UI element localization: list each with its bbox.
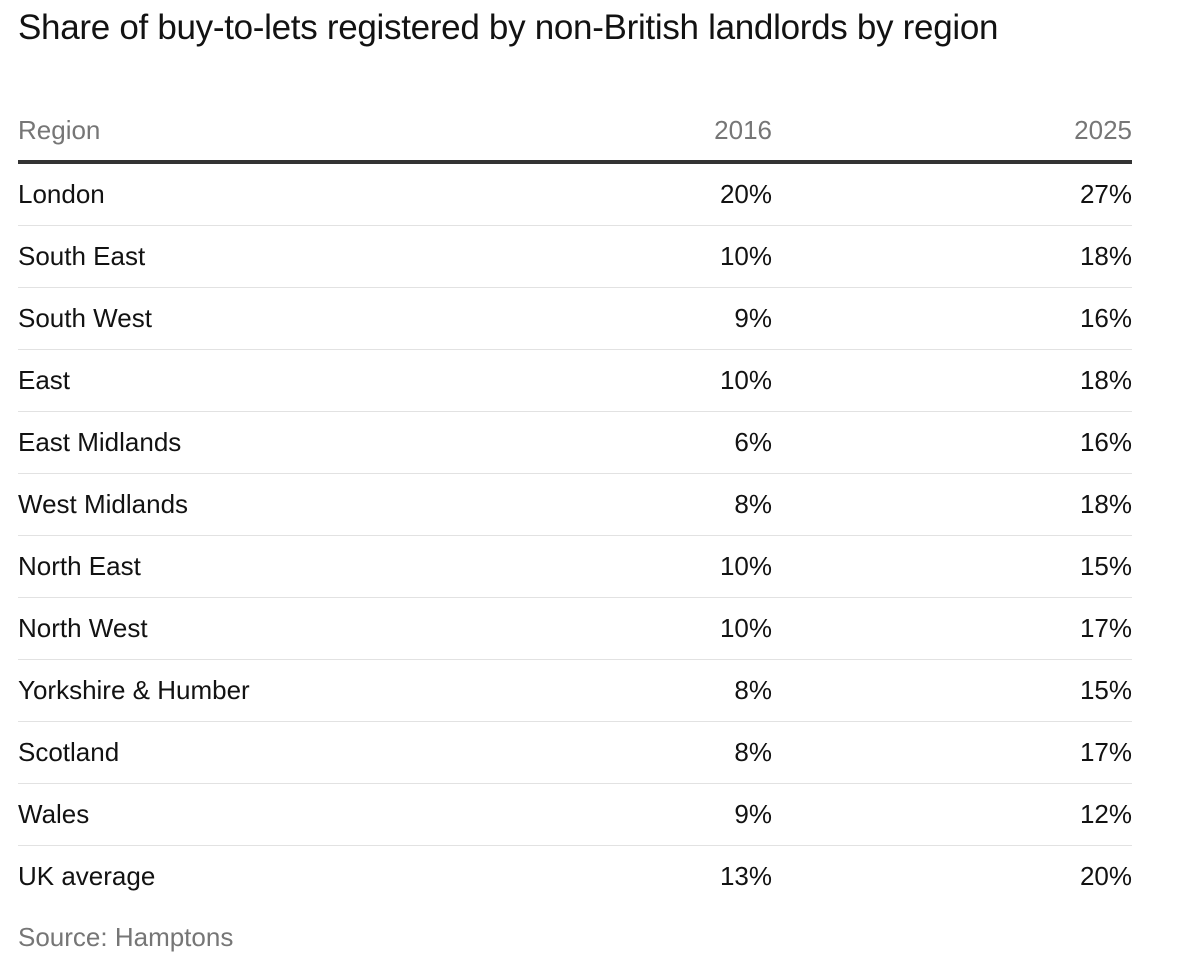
chart-title: Share of buy-to-lets registered by non-B… bbox=[18, 8, 999, 47]
table-row: UK average 13% 20% bbox=[18, 846, 1132, 907]
value-2016-cell: 6% bbox=[734, 427, 772, 457]
region-cell: North West bbox=[18, 613, 148, 643]
table-row: West Midlands 8% 18% bbox=[18, 474, 1132, 536]
region-cell: Wales bbox=[18, 799, 90, 829]
table-row: South West 9% 16% bbox=[18, 288, 1132, 350]
value-2016-cell: 10% bbox=[719, 241, 772, 271]
column-header-region: Region bbox=[18, 114, 101, 145]
table-body: London 20% 27% South East 10% 18% South West 9%… bbox=[18, 164, 1132, 907]
table-row: London 20% 27% bbox=[18, 164, 1132, 226]
source-note: Source: Hamptons bbox=[18, 922, 234, 952]
region-cell: London bbox=[18, 179, 105, 209]
table-row: Wales 9% 12% bbox=[18, 784, 1132, 846]
value-2016-cell: 8% bbox=[734, 737, 772, 767]
data-table: Region 2016 2025 London 20% 27% South East 1… bbox=[18, 100, 1132, 907]
table-row: East 10% 18% bbox=[18, 350, 1132, 412]
region-cell: Yorkshire & Humber bbox=[18, 675, 250, 705]
value-2016-cell: 9% bbox=[734, 799, 772, 829]
value-2025-cell: 18% bbox=[1079, 365, 1132, 395]
value-2016-cell: 20% bbox=[719, 179, 772, 209]
value-2025-cell: 12% bbox=[1079, 799, 1132, 829]
value-2016-cell: 10% bbox=[719, 551, 772, 581]
region-cell: South East bbox=[18, 241, 146, 271]
value-2025-cell: 27% bbox=[1079, 179, 1132, 209]
table-row: Scotland 8% 17% bbox=[18, 722, 1132, 784]
value-2025-cell: 15% bbox=[1079, 675, 1132, 705]
table-row: Yorkshire & Humber 8% 15% bbox=[18, 660, 1132, 722]
value-2025-cell: 16% bbox=[1079, 427, 1132, 457]
region-cell: East Midlands bbox=[18, 427, 182, 457]
table-header-row: Region 2016 2025 bbox=[18, 100, 1132, 164]
region-cell: South West bbox=[18, 303, 152, 333]
table-row: East Midlands 6% 16% bbox=[18, 412, 1132, 474]
value-2025-cell: 16% bbox=[1079, 303, 1132, 333]
value-2025-cell: 18% bbox=[1079, 489, 1132, 519]
value-2025-cell: 20% bbox=[1079, 861, 1132, 891]
column-header-2025: 2025 bbox=[1074, 114, 1132, 145]
table-row: North West 10% 17% bbox=[18, 598, 1132, 660]
value-2025-cell: 18% bbox=[1079, 241, 1132, 271]
value-2025-cell: 17% bbox=[1079, 613, 1132, 643]
column-header-2016: 2016 bbox=[714, 114, 772, 145]
table-row: North East 10% 15% bbox=[18, 536, 1132, 598]
region-cell: North East bbox=[18, 551, 141, 581]
value-2016-cell: 13% bbox=[719, 861, 772, 891]
region-cell: East bbox=[18, 365, 71, 395]
region-cell: UK average bbox=[18, 861, 156, 891]
value-2016-cell: 10% bbox=[719, 613, 772, 643]
value-2016-cell: 10% bbox=[719, 365, 772, 395]
region-cell: Scotland bbox=[18, 737, 120, 767]
value-2016-cell: 8% bbox=[734, 489, 772, 519]
table-row: South East 10% 18% bbox=[18, 226, 1132, 288]
value-2025-cell: 15% bbox=[1079, 551, 1132, 581]
region-cell: West Midlands bbox=[18, 489, 189, 519]
value-2016-cell: 9% bbox=[734, 303, 772, 333]
value-2025-cell: 17% bbox=[1079, 737, 1132, 767]
value-2016-cell: 8% bbox=[734, 675, 772, 705]
